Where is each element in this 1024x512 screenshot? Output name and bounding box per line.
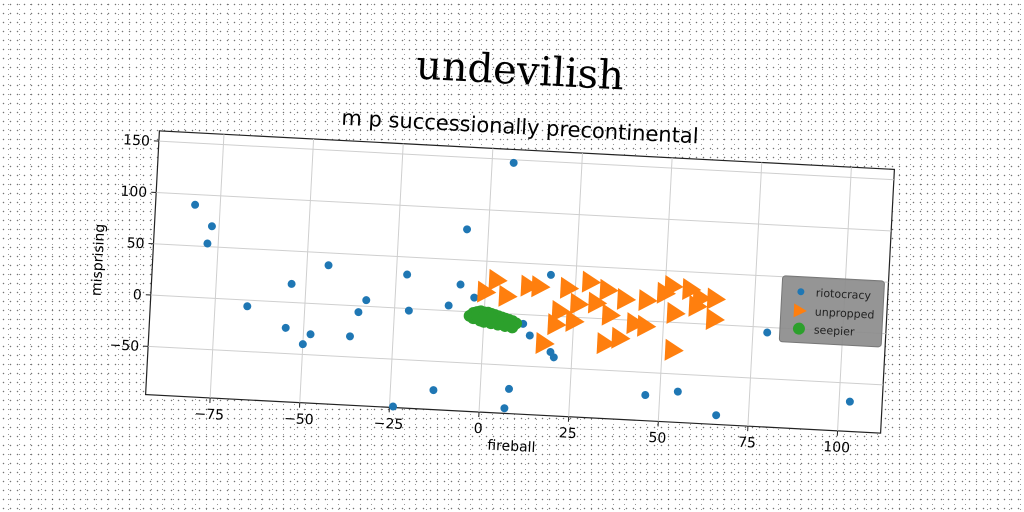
chart-subtitle: m p successionally precontinental [341,106,699,149]
chart-title: undevilish [415,43,625,100]
y-axis-label: misprising [89,223,109,296]
legend-label-seepier: seepier [814,323,856,338]
plot-area: −75 −50 −25 0 25 50 75 100 −50 0 50 100 150 firebal… [82,128,895,474]
y-tick-label: 100 [120,184,148,201]
y-tick-label: 150 [123,132,151,149]
x-tick-label: 100 [823,439,851,456]
y-tick-label: −50 [109,337,139,355]
x-tick-label: 0 [473,421,483,437]
x-tick-label: −50 [284,411,314,429]
x-tick-label: 75 [738,435,757,452]
x-tick-label: −75 [194,406,224,424]
x-axis-label: fireball [487,438,536,456]
y-tick-label: 50 [126,235,145,252]
x-tick-label: 50 [648,430,667,447]
x-tick-label: 25 [558,425,577,442]
y-tick-label: 0 [132,287,142,303]
legend: riotocracy unpropped seepier [779,276,884,347]
x-tick-label: −25 [373,416,403,434]
